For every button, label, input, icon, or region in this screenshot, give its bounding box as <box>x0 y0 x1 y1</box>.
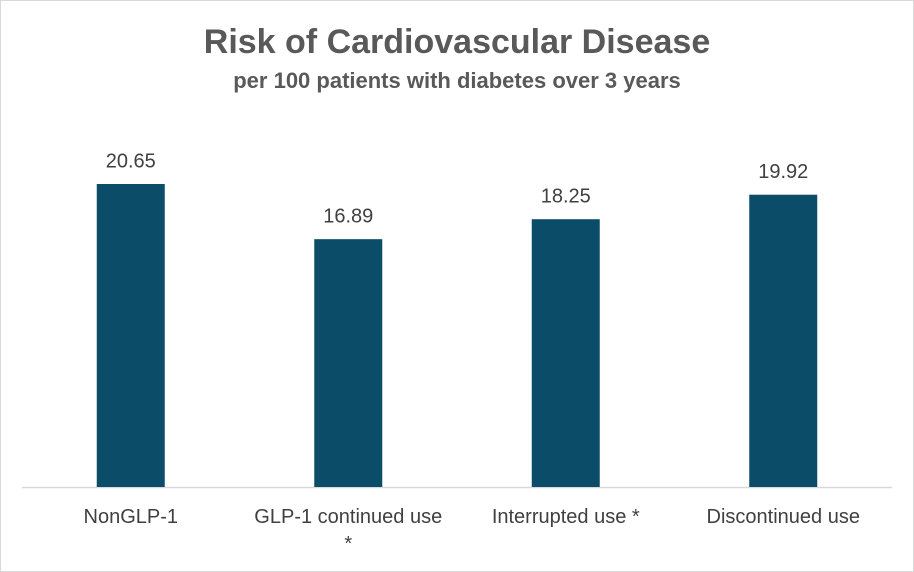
bar <box>749 194 818 488</box>
x-tick-label: Discontinued use <box>706 506 860 528</box>
value-label: 19.92 <box>758 161 808 183</box>
x-tick-label: NonGLP-1 <box>83 506 179 528</box>
bar <box>314 239 383 487</box>
x-tick-label: GLP-1 continued use * <box>254 506 443 555</box>
value-label: 18.25 <box>541 185 591 207</box>
bar <box>531 219 600 487</box>
bar <box>96 184 165 487</box>
value-label: 16.89 <box>323 205 373 227</box>
x-tick-label: Interrupted use * <box>491 506 640 528</box>
chart-title: Risk of Cardiovascular Disease <box>204 23 710 61</box>
value-label: 20.65 <box>106 150 156 172</box>
chart-subtitle: per 100 patients with diabetes over 3 ye… <box>233 68 681 93</box>
